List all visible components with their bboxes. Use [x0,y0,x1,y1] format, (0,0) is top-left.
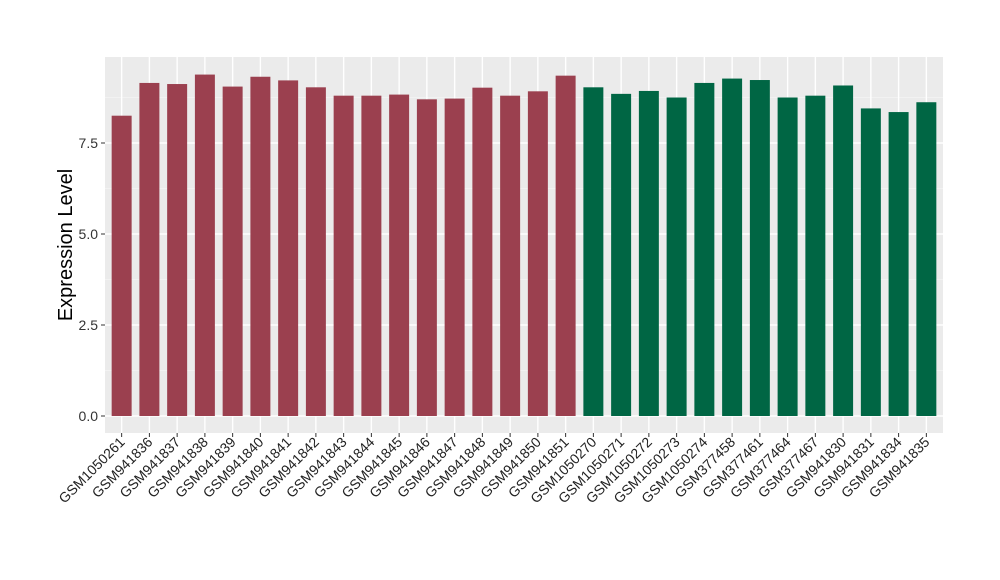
bar [888,112,909,416]
bar [167,84,188,417]
bar [749,80,770,416]
bar [194,74,215,417]
bar [139,82,160,416]
bar [305,87,326,417]
bar [472,87,493,416]
bar [222,86,243,416]
bar [611,93,632,417]
y-tick-label: 7.5 [79,135,99,151]
bar [389,94,410,416]
bars [111,74,937,417]
bar [638,90,659,416]
y-tick-label: 0.0 [79,408,99,424]
bar [416,99,437,416]
y-axis-title: Expression Level [55,169,77,321]
x-axis: GSM1050261GSM941836GSM941837GSM941838GSM… [55,433,933,506]
bar [361,95,382,417]
bar [333,95,354,417]
bar [860,108,881,417]
bar [527,91,548,416]
y-tick-label: 5.0 [79,226,99,242]
bar [583,87,604,417]
bar [777,97,798,416]
bar [666,97,687,416]
bar [250,76,271,416]
bar [111,115,132,416]
y-axis: 0.0 2.5 5.0 7.5 [79,135,105,424]
bar [500,95,521,417]
bar [722,78,743,417]
bar [805,95,826,417]
bar [444,98,465,416]
bar [278,80,299,416]
bar [694,82,715,416]
bar [555,75,576,416]
y-tick-label: 2.5 [79,317,99,333]
bar [916,102,937,417]
bar [833,85,854,416]
